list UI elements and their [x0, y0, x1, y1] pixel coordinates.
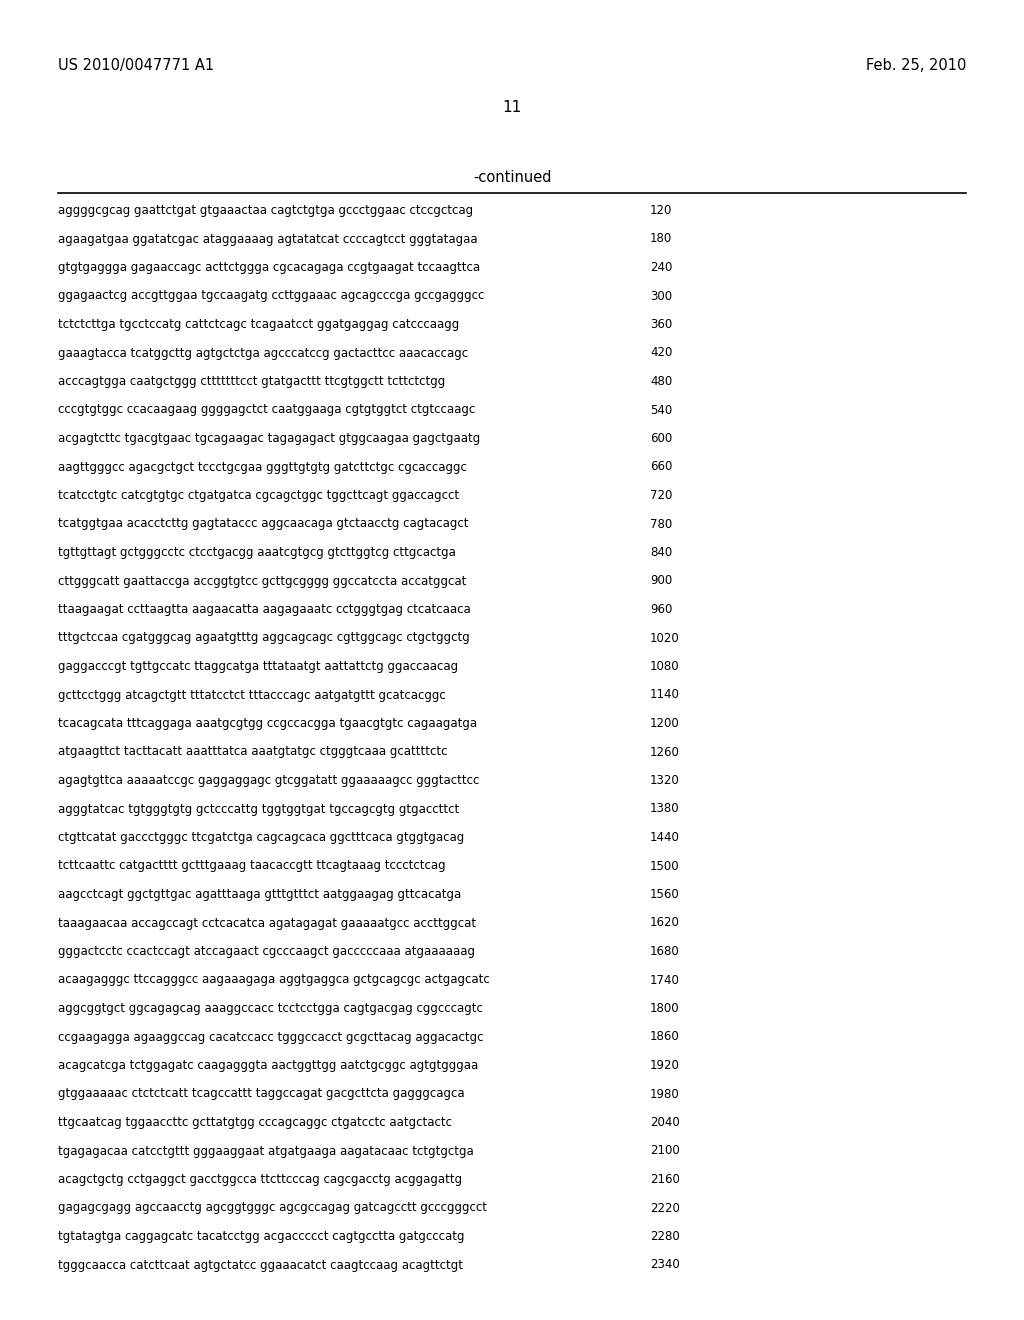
Text: gggactcctc ccactccagt atccagaact cgcccaagct gacccccaaa atgaaaaaag: gggactcctc ccactccagt atccagaact cgcccaa… [58, 945, 475, 958]
Text: gagagcgagg agccaacctg agcggtgggc agcgccagag gatcagcctt gcccgggcct: gagagcgagg agccaacctg agcggtgggc agcgcca… [58, 1201, 487, 1214]
Text: cttgggcatt gaattaccga accggtgtcc gcttgcgggg ggccatccta accatggcat: cttgggcatt gaattaccga accggtgtcc gcttgcg… [58, 574, 466, 587]
Text: agaagatgaa ggatatcgac ataggaaaag agtatatcat ccccagtcct gggtatagaa: agaagatgaa ggatatcgac ataggaaaag agtatat… [58, 232, 477, 246]
Text: 240: 240 [650, 261, 673, 275]
Text: atgaagttct tacttacatt aaatttatca aaatgtatgc ctgggtcaaa gcattttctc: atgaagttct tacttacatt aaatttatca aaatgta… [58, 746, 447, 759]
Text: cccgtgtggc ccacaagaag ggggagctct caatggaaga cgtgtggtct ctgtccaagc: cccgtgtggc ccacaagaag ggggagctct caatgga… [58, 404, 475, 417]
Text: 2340: 2340 [650, 1258, 680, 1271]
Text: 780: 780 [650, 517, 672, 531]
Text: tgggcaacca catcttcaat agtgctatcc ggaaacatct caagtccaag acagttctgt: tgggcaacca catcttcaat agtgctatcc ggaaaca… [58, 1258, 463, 1271]
Text: aagcctcagt ggctgttgac agatttaaga gtttgtttct aatggaagag gttcacatga: aagcctcagt ggctgttgac agatttaaga gtttgtt… [58, 888, 461, 902]
Text: taaagaacaa accagccagt cctcacatca agatagagat gaaaaatgcc accttggcat: taaagaacaa accagccagt cctcacatca agataga… [58, 916, 476, 929]
Text: 1440: 1440 [650, 832, 680, 843]
Text: 180: 180 [650, 232, 672, 246]
Text: 600: 600 [650, 432, 672, 445]
Text: 1500: 1500 [650, 859, 680, 873]
Text: 1200: 1200 [650, 717, 680, 730]
Text: acccagtgga caatgctggg ctttttttcct gtatgacttt ttcgtggctt tcttctctgg: acccagtgga caatgctggg ctttttttcct gtatga… [58, 375, 445, 388]
Text: acgagtcttc tgacgtgaac tgcagaagac tagagagact gtggcaagaa gagctgaatg: acgagtcttc tgacgtgaac tgcagaagac tagagag… [58, 432, 480, 445]
Text: aggcggtgct ggcagagcag aaaggccacc tcctcctgga cagtgacgag cggcccagtc: aggcggtgct ggcagagcag aaaggccacc tcctcct… [58, 1002, 483, 1015]
Text: aggggcgcag gaattctgat gtgaaactaa cagtctgtga gccctggaac ctccgctcag: aggggcgcag gaattctgat gtgaaactaa cagtctg… [58, 205, 473, 216]
Text: 11: 11 [503, 100, 521, 115]
Text: ccgaagagga agaaggccag cacatccacc tgggccacct gcgcttacag aggacactgc: ccgaagagga agaaggccag cacatccacc tgggcca… [58, 1031, 483, 1044]
Text: 120: 120 [650, 205, 673, 216]
Text: 1140: 1140 [650, 689, 680, 701]
Text: 1020: 1020 [650, 631, 680, 644]
Text: 2280: 2280 [650, 1230, 680, 1243]
Text: 420: 420 [650, 346, 673, 359]
Text: 2040: 2040 [650, 1115, 680, 1129]
Text: acaagagggc ttccagggcc aagaaagaga aggtgaggca gctgcagcgc actgagcatc: acaagagggc ttccagggcc aagaaagaga aggtgag… [58, 974, 489, 986]
Text: gcttcctggg atcagctgtt tttatcctct tttacccagc aatgatgttt gcatcacggc: gcttcctggg atcagctgtt tttatcctct tttaccc… [58, 689, 445, 701]
Text: Feb. 25, 2010: Feb. 25, 2010 [865, 58, 966, 73]
Text: gaaagtacca tcatggcttg agtgctctga agcccatccg gactacttcc aaacaccagc: gaaagtacca tcatggcttg agtgctctga agcccat… [58, 346, 468, 359]
Text: 1800: 1800 [650, 1002, 680, 1015]
Text: tgttgttagt gctgggcctc ctcctgacgg aaatcgtgcg gtcttggtcg cttgcactga: tgttgttagt gctgggcctc ctcctgacgg aaatcgt… [58, 546, 456, 558]
Text: 360: 360 [650, 318, 672, 331]
Text: 1560: 1560 [650, 888, 680, 902]
Text: agggtatcac tgtgggtgtg gctcccattg tggtggtgat tgccagcgtg gtgaccttct: agggtatcac tgtgggtgtg gctcccattg tggtggt… [58, 803, 459, 816]
Text: 840: 840 [650, 546, 672, 558]
Text: 1260: 1260 [650, 746, 680, 759]
Text: 1680: 1680 [650, 945, 680, 958]
Text: 1920: 1920 [650, 1059, 680, 1072]
Text: 480: 480 [650, 375, 672, 388]
Text: 2100: 2100 [650, 1144, 680, 1158]
Text: 960: 960 [650, 603, 673, 616]
Text: tgtatagtga caggagcatc tacatcctgg acgaccccct cagtgcctta gatgcccatg: tgtatagtga caggagcatc tacatcctgg acgaccc… [58, 1230, 465, 1243]
Text: agagtgttca aaaaatccgc gaggaggagc gtcggatatt ggaaaaagcc gggtacttcc: agagtgttca aaaaatccgc gaggaggagc gtcggat… [58, 774, 479, 787]
Text: 1320: 1320 [650, 774, 680, 787]
Text: tcacagcata tttcaggaga aaatgcgtgg ccgccacgga tgaacgtgtc cagaagatga: tcacagcata tttcaggaga aaatgcgtgg ccgccac… [58, 717, 477, 730]
Text: gtgtgaggga gagaaccagc acttctggga cgcacagaga ccgtgaagat tccaagttca: gtgtgaggga gagaaccagc acttctggga cgcacag… [58, 261, 480, 275]
Text: tcttcaattc catgactttt gctttgaaag taacaccgtt ttcagtaaag tccctctcag: tcttcaattc catgactttt gctttgaaag taacacc… [58, 859, 445, 873]
Text: 300: 300 [650, 289, 672, 302]
Text: 1620: 1620 [650, 916, 680, 929]
Text: 900: 900 [650, 574, 672, 587]
Text: tctctcttga tgcctccatg cattctcagc tcagaatcct ggatgaggag catcccaagg: tctctcttga tgcctccatg cattctcagc tcagaat… [58, 318, 459, 331]
Text: ctgttcatat gaccctgggc ttcgatctga cagcagcaca ggctttcaca gtggtgacag: ctgttcatat gaccctgggc ttcgatctga cagcagc… [58, 832, 464, 843]
Text: 1740: 1740 [650, 974, 680, 986]
Text: gaggacccgt tgttgccatc ttaggcatga tttataatgt aattattctg ggaccaacag: gaggacccgt tgttgccatc ttaggcatga tttataa… [58, 660, 458, 673]
Text: gtggaaaaac ctctctcatt tcagccattt taggccagat gacgcttcta gagggcagca: gtggaaaaac ctctctcatt tcagccattt taggcca… [58, 1088, 465, 1101]
Text: 1980: 1980 [650, 1088, 680, 1101]
Text: 2160: 2160 [650, 1173, 680, 1185]
Text: ttgcaatcag tggaaccttc gcttatgtgg cccagcaggc ctgatcctc aatgctactc: ttgcaatcag tggaaccttc gcttatgtgg cccagca… [58, 1115, 452, 1129]
Text: US 2010/0047771 A1: US 2010/0047771 A1 [58, 58, 214, 73]
Text: acagctgctg cctgaggct gacctggcca ttcttcccag cagcgacctg acggagattg: acagctgctg cctgaggct gacctggcca ttcttccc… [58, 1173, 462, 1185]
Text: 540: 540 [650, 404, 672, 417]
Text: 1860: 1860 [650, 1031, 680, 1044]
Text: 720: 720 [650, 488, 673, 502]
Text: 2220: 2220 [650, 1201, 680, 1214]
Text: 660: 660 [650, 461, 673, 474]
Text: tcatggtgaa acacctcttg gagtataccc aggcaacaga gtctaacctg cagtacagct: tcatggtgaa acacctcttg gagtataccc aggcaac… [58, 517, 469, 531]
Text: aagttgggcc agacgctgct tccctgcgaa gggttgtgtg gatcttctgc cgcaccaggc: aagttgggcc agacgctgct tccctgcgaa gggttgt… [58, 461, 467, 474]
Text: acagcatcga tctggagatc caagagggta aactggttgg aatctgcggc agtgtgggaa: acagcatcga tctggagatc caagagggta aactggt… [58, 1059, 478, 1072]
Text: tgagagacaa catcctgttt gggaaggaat atgatgaaga aagatacaac tctgtgctga: tgagagacaa catcctgttt gggaaggaat atgatga… [58, 1144, 474, 1158]
Text: tcatcctgtc catcgtgtgc ctgatgatca cgcagctggc tggcttcagt ggaccagcct: tcatcctgtc catcgtgtgc ctgatgatca cgcagct… [58, 488, 459, 502]
Text: tttgctccaa cgatgggcag agaatgtttg aggcagcagc cgttggcagc ctgctggctg: tttgctccaa cgatgggcag agaatgtttg aggcagc… [58, 631, 470, 644]
Text: -continued: -continued [473, 170, 551, 185]
Text: ggagaactcg accgttggaa tgccaagatg ccttggaaac agcagcccga gccgagggcc: ggagaactcg accgttggaa tgccaagatg ccttgga… [58, 289, 484, 302]
Text: 1080: 1080 [650, 660, 680, 673]
Text: 1380: 1380 [650, 803, 680, 816]
Text: ttaagaagat ccttaagtta aagaacatta aagagaaatc cctgggtgag ctcatcaaca: ttaagaagat ccttaagtta aagaacatta aagagaa… [58, 603, 471, 616]
